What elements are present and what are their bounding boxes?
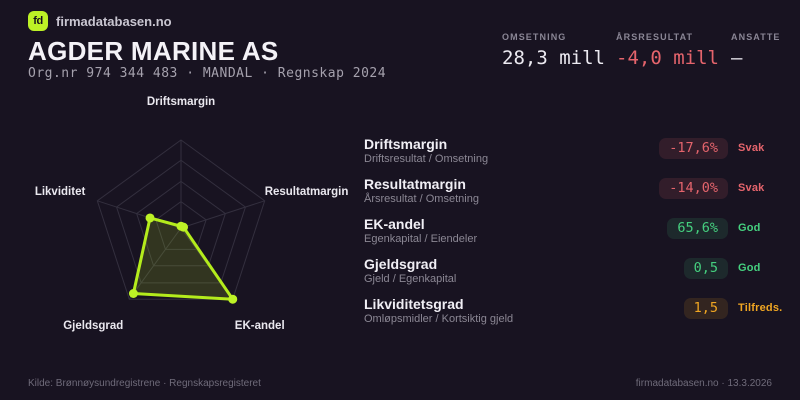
- metric-title: Resultatmargin: [364, 176, 466, 192]
- footer-source: Kilde: Brønnøysundregistrene · Regnskaps…: [28, 378, 261, 389]
- company-meta: Org.nr 974 344 483 · MANDAL · Regnskap 2…: [28, 66, 387, 81]
- metric-row-gjeldsgrad: Gjeldsgrad Gjeld / Egenkapital 0,5 God: [364, 250, 772, 290]
- metric-value-pill: -17,6%: [659, 138, 728, 159]
- radar-grid-ring: [115, 159, 247, 284]
- firmadatabasen-logo-icon: fd: [28, 11, 48, 31]
- metric-row-ek-andel: EK-andel Egenkapital / Eiendeler 65,6% G…: [364, 210, 772, 250]
- radar-chart: Driftsmargin Resultatmargin EK-andel Gjelds…: [35, 96, 349, 332]
- metric-formula: Gjeld / Egenkapital: [364, 273, 457, 285]
- radar-grid-ring: [136, 180, 226, 267]
- radar-axis-spoke: [128, 227, 182, 300]
- stat-value: –: [731, 47, 743, 69]
- radar-grid-ring: [96, 139, 266, 300]
- metric-value-pill: 65,6%: [667, 218, 728, 239]
- company-title: AGDER MARINE AS: [28, 36, 279, 66]
- stat-ansatte: ANSATTE –: [731, 32, 781, 69]
- metric-value-pill: 1,5: [683, 298, 728, 319]
- radar-axis-label: Gjeldsgrad: [63, 320, 123, 332]
- metric-value-pill: 0,5: [683, 258, 728, 279]
- radar-chart-container: Driftsmargin Resultatmargin EK-andel Gjelds…: [14, 88, 360, 353]
- radar-data-point: [228, 294, 238, 304]
- metric-status-label: Svak: [738, 142, 765, 154]
- stat-value: 28,3 mill: [502, 47, 605, 69]
- stat-omsetning: OMSETNING 28,3 mill: [502, 32, 605, 69]
- metric-title: EK-andel: [364, 216, 425, 232]
- stat-label: ANSATTE: [731, 32, 781, 42]
- radar-grid-ring: [155, 200, 207, 250]
- metric-formula: Omløpsmidler / Kortsiktig gjeld: [364, 313, 514, 325]
- metric-status-label: God: [738, 262, 761, 274]
- footer-site-date: firmadatabasen.no · 13.3.2026: [635, 378, 772, 389]
- metric-formula: Egenkapital / Eiendeler: [364, 233, 478, 245]
- metric-status-label: Tilfreds.: [738, 302, 783, 314]
- metric-status-label: God: [738, 222, 761, 234]
- metric-row-likviditetsgrad: Likviditetsgrad Omløpsmidler / Kortsikti…: [364, 290, 782, 330]
- metric-formula: Driftsresultat / Omsetning: [364, 153, 489, 165]
- metric-row-driftsmargin: Driftsmargin Driftsresultat / Omsetning …: [364, 130, 772, 170]
- radar-data-point: [179, 222, 189, 232]
- metric-title: Driftsmargin: [364, 136, 448, 152]
- radar-axis-label: Likviditet: [35, 186, 86, 198]
- radar-data-point: [128, 288, 138, 298]
- metric-row-resultatmargin: Resultatmargin Årsresultat / Omsetning -…: [364, 170, 772, 210]
- metric-formula: Årsresultat / Omsetning: [364, 193, 479, 205]
- metric-title: Likviditetsgrad: [364, 296, 464, 312]
- stat-arsresultat: ÅRSRESULTAT -4,0 mill: [616, 32, 719, 69]
- metric-value-pill: -14,0%: [659, 178, 728, 199]
- metric-title: Gjeldsgrad: [364, 256, 438, 272]
- metric-status-label: Svak: [738, 182, 765, 194]
- radar-axis-spoke: [180, 200, 265, 229]
- radar-axis-label: EK-andel: [235, 320, 285, 332]
- radar-data-point: [145, 213, 155, 223]
- brand-row: fd firmadatabasen.no: [28, 11, 172, 31]
- radar-axis-label: Resultatmargin: [265, 186, 349, 198]
- stat-value: -4,0 mill: [616, 47, 719, 69]
- stat-label: OMSETNING: [502, 32, 567, 42]
- stat-label: ÅRSRESULTAT: [616, 32, 694, 42]
- site-name: firmadatabasen.no: [56, 13, 172, 29]
- radar-axis-label: Driftsmargin: [147, 96, 215, 108]
